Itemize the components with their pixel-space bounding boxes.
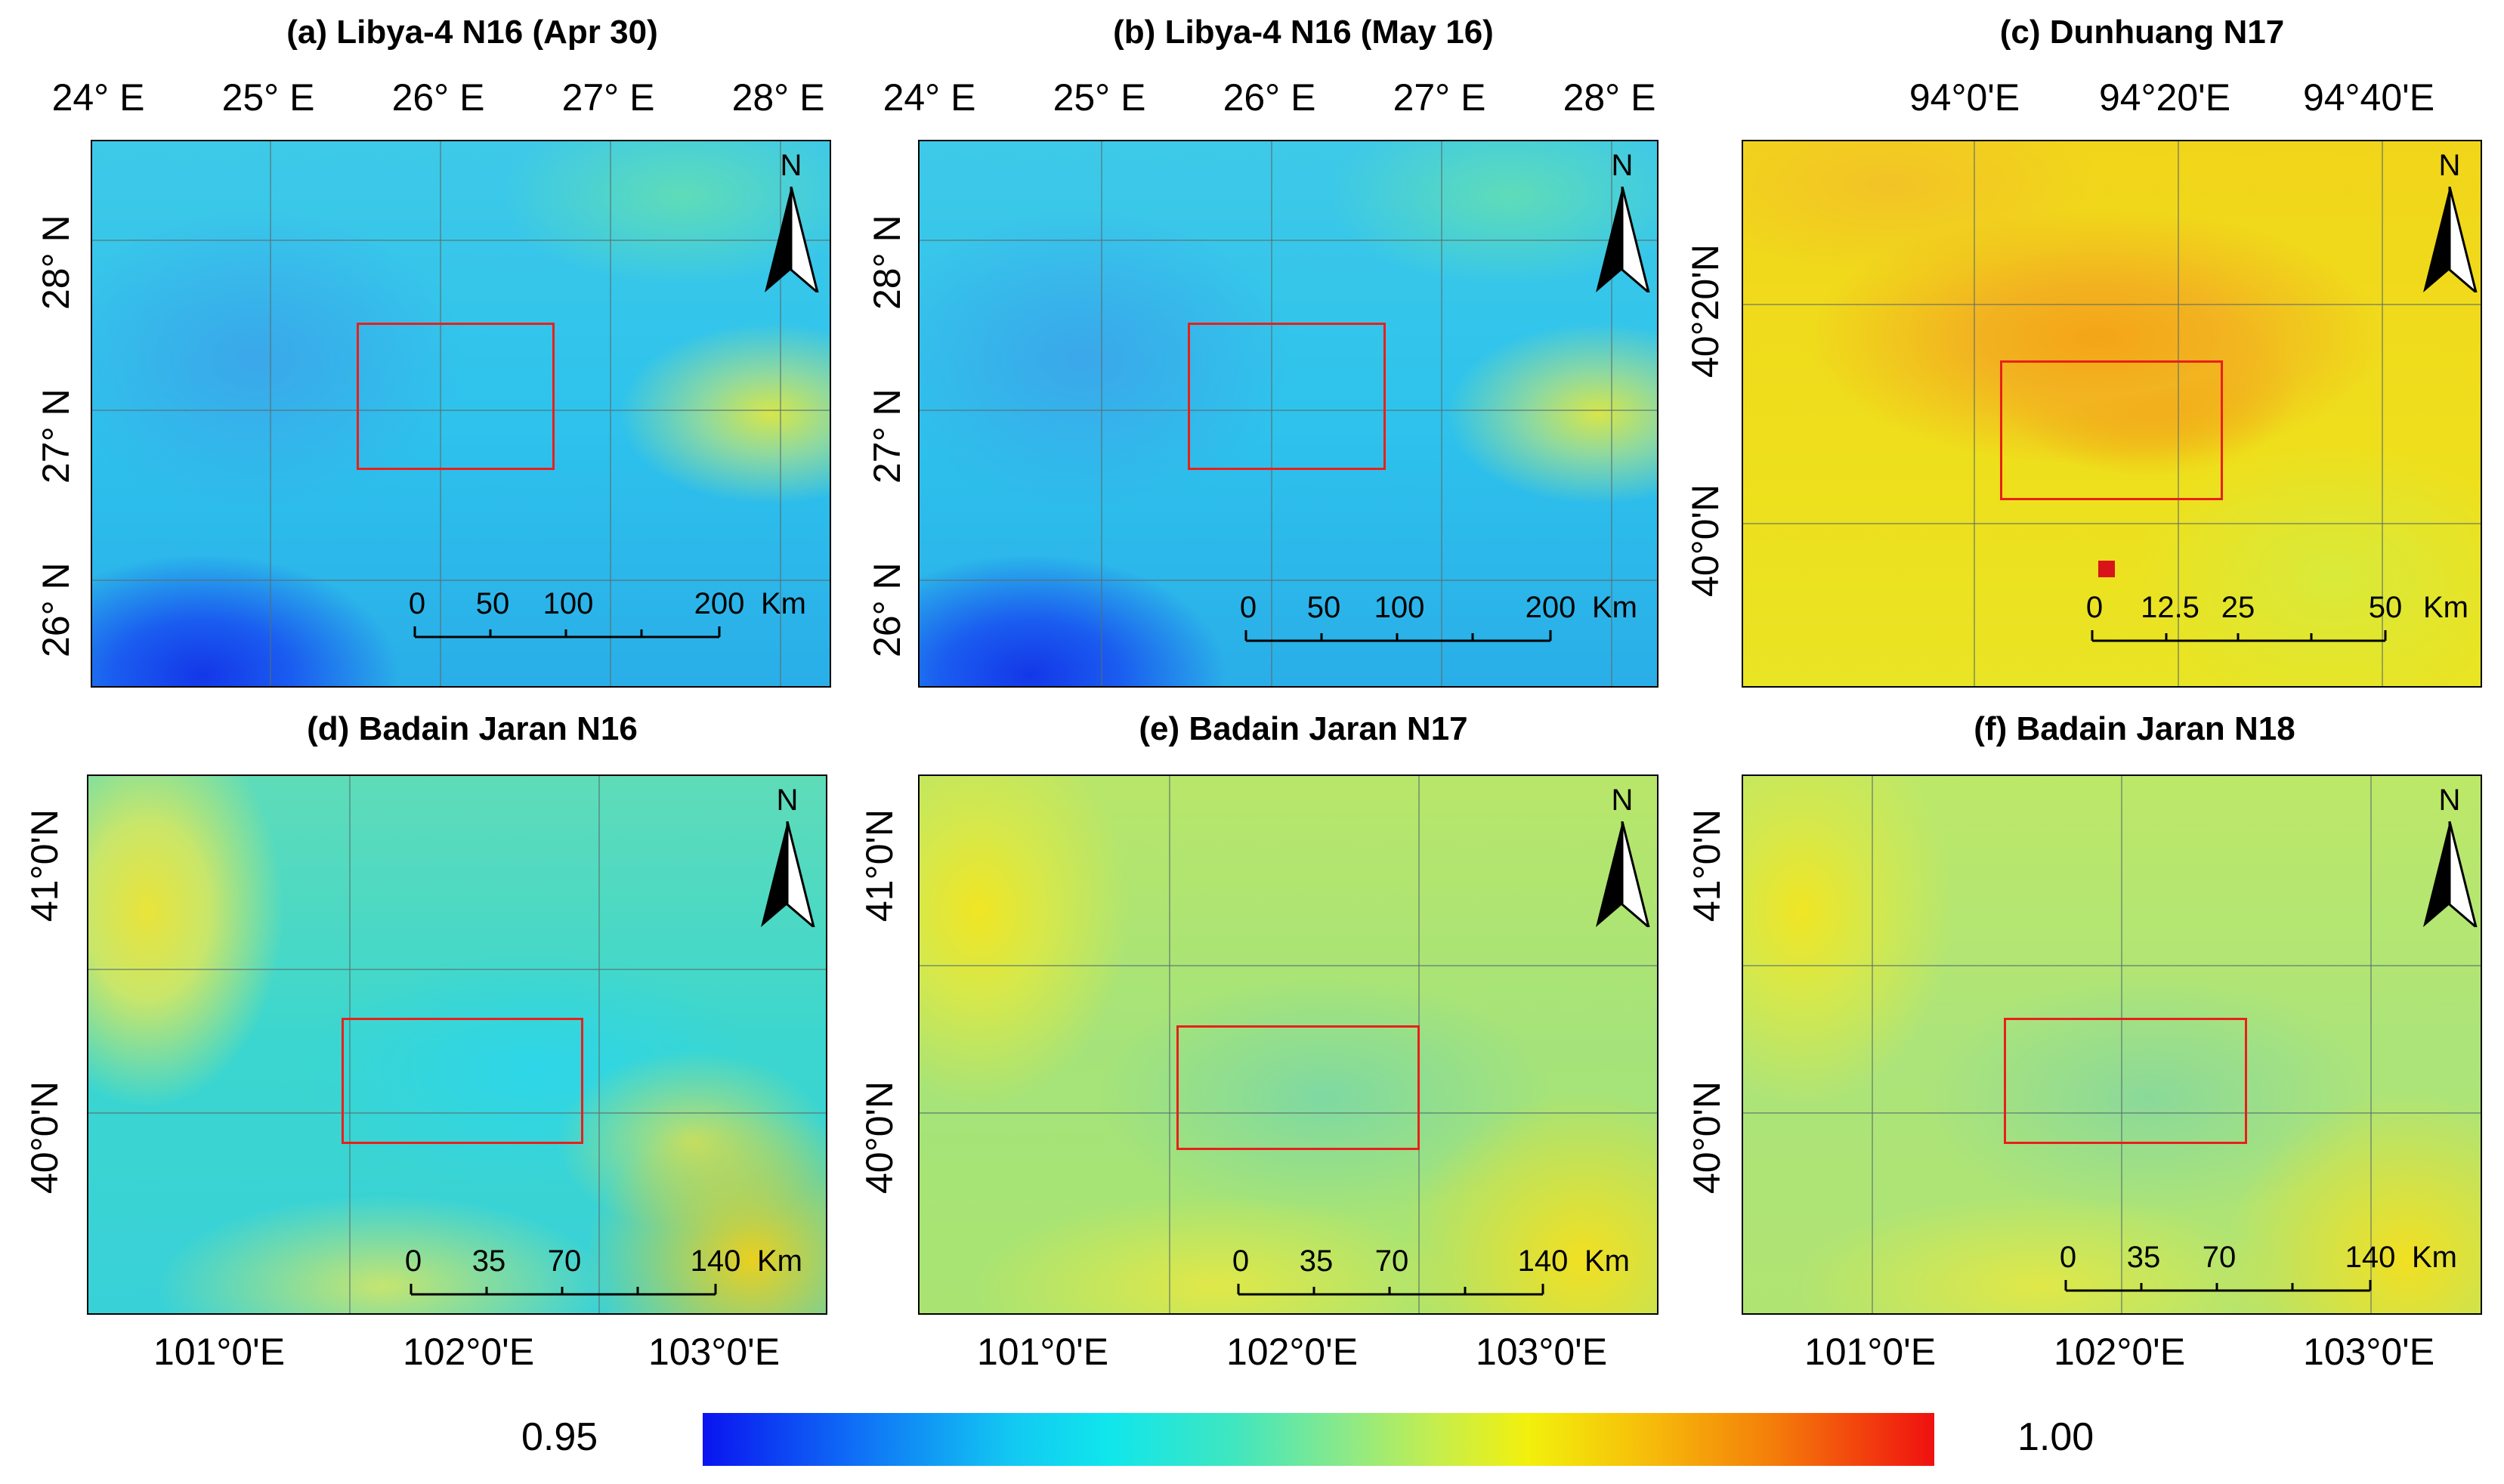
panel-f: (f) Badain Jaran N18 40°0'N 41°0'N N 0 3…: [1677, 695, 2482, 1398]
panel-a-xtick-0: 24° E: [51, 76, 145, 119]
panel-a: (a) Libya-4 N16 (Apr 30) 24° E 25° E 26°…: [15, 0, 831, 703]
panel-c-xtick-1: 94°20'E: [2098, 76, 2231, 119]
panel-b-map: N 0 50 100 200 Km: [918, 140, 1659, 688]
colorbar: [703, 1413, 1934, 1466]
panel-c-title: (c) Dunhuang N17: [1999, 14, 2285, 51]
panel-d-title: (d) Badain Jaran N16: [307, 710, 638, 747]
panel-e-roi: [1176, 1025, 1420, 1150]
panel-d-xtick-1: 102°0'E: [402, 1331, 535, 1373]
panel-c-ytick-1: 40°20'N: [1684, 244, 1727, 378]
panel-c-xtick-2: 94°40'E: [2302, 76, 2435, 119]
panel-d-roi: [342, 1018, 583, 1144]
north-arrow-icon: [765, 187, 819, 292]
panel-c-xtick-0: 94°0'E: [1909, 76, 2020, 119]
panel-a-ytick-2: 28° N: [35, 215, 77, 310]
panel-f-map: N 0 35 70 140 Km: [1742, 774, 2482, 1315]
panel-d: (d) Badain Jaran N16 40°0'N 41°0'N N 0 3…: [15, 695, 827, 1398]
panel-a-xtick-1: 25° E: [221, 76, 315, 119]
panel-f-ytick-0: 40°0'N: [1686, 1081, 1728, 1194]
panel-e-north-arrow: N: [1588, 784, 1656, 927]
panel-c-north-arrow: N: [2416, 149, 2481, 292]
panel-a-ytick-0: 26° N: [35, 562, 77, 657]
panel-d-xtick-0: 101°0'E: [153, 1331, 286, 1373]
north-arrow-icon: [2423, 821, 2478, 927]
panel-b-xtick-3: 27° E: [1393, 76, 1486, 119]
panel-d-scalebar: 0 35 70 140 Km: [404, 1244, 802, 1296]
panel-f-xtick-0: 101°0'E: [1804, 1331, 1937, 1373]
panel-b-xtick-1: 25° E: [1053, 76, 1146, 119]
panel-d-map: N 0 35 70 140 Km: [87, 774, 827, 1315]
panel-b-scalebar: 0 50 100 200 Km: [1239, 591, 1637, 642]
panel-d-ytick-2: 41°0'N: [23, 808, 66, 922]
panel-d-xtick-2: 103°0'E: [648, 1331, 781, 1373]
panel-b-xtick-4: 28° E: [1563, 76, 1656, 119]
panel-e-title: (e) Badain Jaran N17: [1139, 710, 1468, 747]
panel-d-ytick-0: 40°0'N: [23, 1081, 66, 1194]
panel-b-xtick-0: 24° E: [883, 76, 976, 119]
north-arrow-icon: [1596, 821, 1650, 927]
panel-e-map: N 0 35 70 140 Km: [918, 774, 1659, 1315]
panel-b-title: (b) Libya-4 N16 (May 16): [1113, 14, 1494, 51]
north-arrow-icon: [2423, 187, 2478, 292]
panel-f-xtick-1: 102°0'E: [2053, 1331, 2186, 1373]
panel-e: (e) Badain Jaran N17 40°0'N 41°0'N N 0 3…: [846, 695, 1659, 1398]
panel-b-ytick-0: 26° N: [866, 562, 908, 657]
panel-e-xtick-0: 101°0'E: [976, 1331, 1109, 1373]
panel-f-title: (f) Badain Jaran N18: [1974, 710, 2295, 747]
panel-a-scalebar: 0 50 100 200 Km: [408, 587, 806, 638]
colorbar-min-label: 0.95: [521, 1415, 598, 1459]
panel-e-xtick-2: 103°0'E: [1475, 1331, 1608, 1373]
panel-f-scalebar: 0 35 70 140 Km: [2059, 1241, 2457, 1292]
panel-b-xtick-2: 26° E: [1223, 76, 1316, 119]
panel-b-ytick-2: 28° N: [866, 215, 908, 310]
panel-a-roi: [357, 323, 555, 470]
panel-d-north-arrow: N: [753, 784, 821, 927]
panel-b-roi: [1188, 323, 1386, 470]
panel-f-roi: [2004, 1018, 2247, 1144]
panel-b-north-arrow: N: [1588, 149, 1656, 292]
north-arrow-icon: [1596, 187, 1650, 292]
panel-a-xtick-2: 26° E: [391, 76, 485, 119]
panel-e-ytick-0: 40°0'N: [858, 1081, 901, 1194]
panel-a-map: N 0 50 100 200 Km: [91, 140, 831, 688]
panel-f-ytick-1: 41°0'N: [1686, 808, 1728, 922]
panel-e-ytick-1: 41°0'N: [858, 808, 901, 922]
panel-c-ytick-0: 40°0'N: [1684, 484, 1727, 597]
panel-c-scalebar: 0 12.5 25 50 Km: [2085, 591, 2468, 642]
panel-f-north-arrow: N: [2416, 784, 2481, 927]
panel-e-xtick-1: 102°0'E: [1226, 1331, 1359, 1373]
panel-e-scalebar: 0 35 70 140 Km: [1232, 1244, 1630, 1296]
panel-c: (c) Dunhuang N17 94°0'E 94°20'E 94°40'E …: [1677, 0, 2482, 703]
colorbar-max-label: 1.00: [2017, 1415, 2094, 1459]
panel-b-ytick-1: 27° N: [866, 388, 908, 484]
panel-f-xtick-2: 103°0'E: [2302, 1331, 2435, 1373]
panel-a-xtick-3: 27° E: [561, 76, 655, 119]
panel-a-title: (a) Libya-4 N16 (Apr 30): [286, 14, 658, 51]
panel-b: (b) Libya-4 N16 (May 16) 24° E 25° E 26°…: [846, 0, 1659, 703]
panel-a-xtick-4: 28° E: [731, 76, 825, 119]
panel-a-ytick-1: 27° N: [35, 388, 77, 484]
panel-a-north-arrow: N: [757, 149, 825, 292]
panel-c-roi: [2000, 360, 2223, 500]
north-arrow-icon: [761, 821, 815, 927]
panel-c-map: N 0 12.5 25 50 Km: [1742, 140, 2482, 688]
